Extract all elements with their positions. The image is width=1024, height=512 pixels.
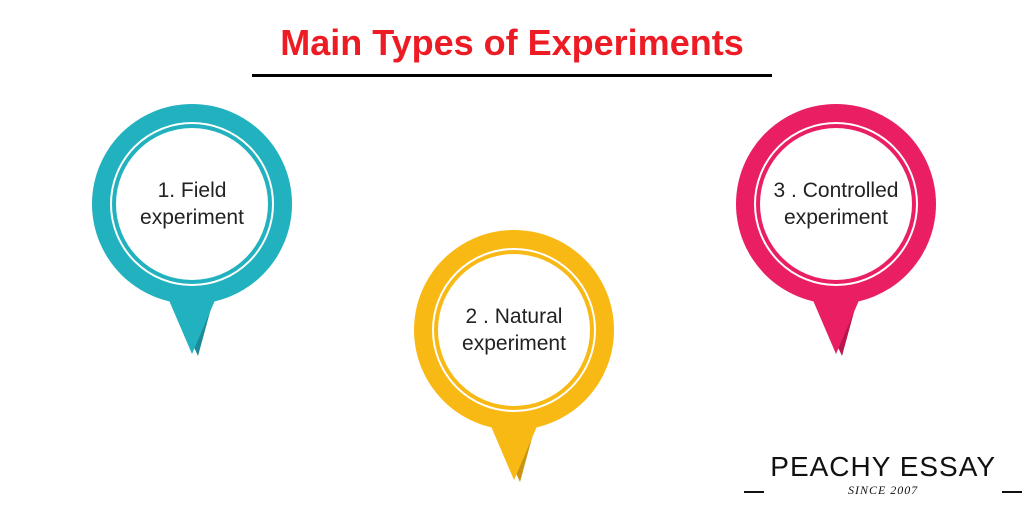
marker-natural: 2 . Natural experiment: [414, 230, 614, 490]
label-line2: experiment: [462, 330, 566, 357]
label-line1: 1. Field: [158, 177, 227, 204]
logo-main-text: PEACHY ESSAY: [770, 453, 996, 481]
marker-label: 2 . Natural experiment: [414, 230, 614, 430]
label-line1: 3 . Controlled: [774, 177, 899, 204]
logo-sub-text: SINCE 2007: [770, 483, 996, 498]
marker-controlled: 3 . Controlled experiment: [736, 104, 936, 364]
brand-logo: PEACHY ESSAY SINCE 2007: [770, 453, 996, 498]
marker-field: 1. Field experiment: [92, 104, 292, 364]
markers-container: 1. Field experiment 2 . Natural experime…: [0, 0, 1024, 512]
marker-label: 1. Field experiment: [92, 104, 292, 304]
label-line2: experiment: [784, 204, 888, 231]
marker-label: 3 . Controlled experiment: [736, 104, 936, 304]
label-line1: 2 . Natural: [466, 303, 563, 330]
label-line2: experiment: [140, 204, 244, 231]
